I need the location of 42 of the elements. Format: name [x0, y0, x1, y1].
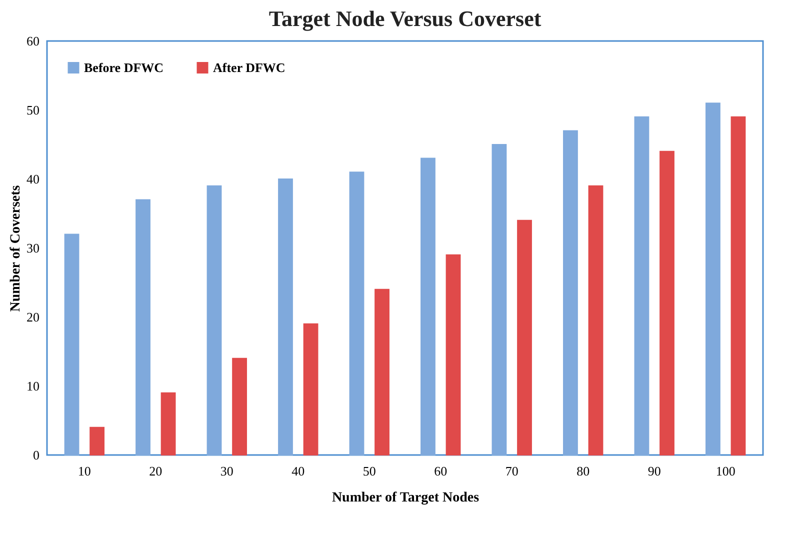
x-tick-label: 60 — [434, 464, 448, 478]
bar — [232, 358, 247, 456]
chart-title: Target Node Versus Coverset — [268, 6, 542, 31]
x-tick-label: 20 — [149, 464, 162, 478]
x-tick-label: 30 — [220, 464, 234, 478]
bar — [278, 178, 293, 456]
legend-label: Before DFWC — [84, 60, 164, 75]
bar — [588, 185, 604, 456]
bar — [730, 116, 746, 456]
bar — [563, 130, 578, 456]
y-tick-label: 20 — [26, 310, 40, 324]
y-tick-label: 10 — [26, 378, 40, 394]
bar — [420, 158, 436, 456]
y-tick-label: 50 — [26, 102, 40, 118]
x-tick-label: 50 — [362, 464, 376, 478]
bar — [64, 234, 80, 456]
x-tick-label: 70 — [505, 464, 518, 478]
bar — [374, 288, 390, 456]
x-tick-label: 80 — [576, 464, 590, 478]
bar — [349, 172, 364, 456]
x-tick-label: 90 — [648, 464, 661, 478]
y-tick-label: 40 — [26, 172, 40, 186]
bar — [660, 150, 674, 456]
bar — [517, 220, 532, 456]
x-tick-label: 10 — [78, 464, 91, 478]
y-tick-label: 30 — [26, 240, 40, 256]
x-axis-title: Number of Target Nodes — [332, 490, 480, 506]
bar — [634, 116, 650, 456]
bar — [303, 323, 318, 456]
y-tick-label: 60 — [26, 34, 40, 48]
legend-label: After DFWC — [213, 60, 286, 75]
x-tick-label: 100 — [716, 464, 736, 478]
bar — [136, 199, 150, 456]
x-tick-label: 40 — [292, 464, 305, 478]
bar — [206, 185, 222, 456]
bar — [446, 254, 461, 456]
bar — [492, 144, 507, 456]
y-axis-title: Number of Coversets — [8, 184, 24, 312]
bar — [90, 426, 104, 456]
bar — [706, 102, 720, 456]
bar — [160, 392, 176, 456]
y-tick-label: 0 — [33, 448, 40, 462]
